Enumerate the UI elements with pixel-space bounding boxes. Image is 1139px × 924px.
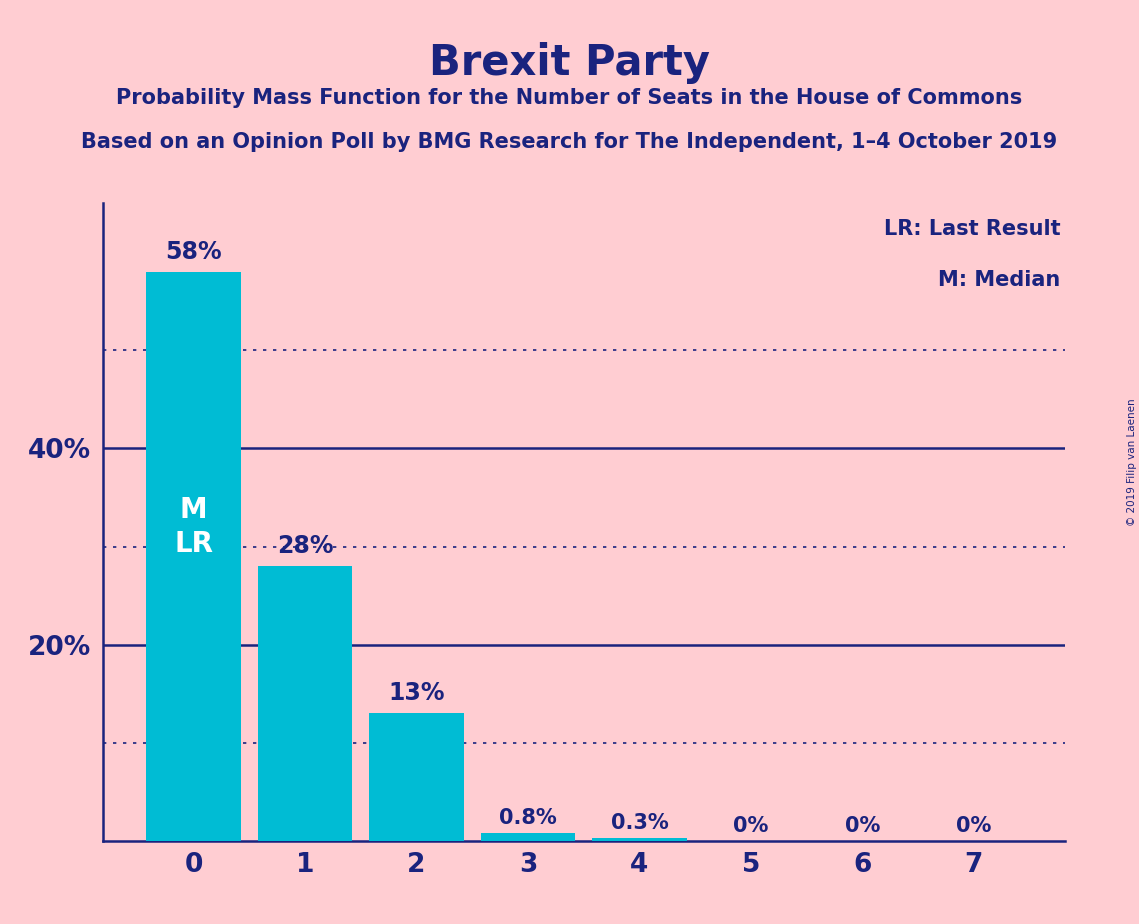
Text: 0%: 0% — [734, 816, 769, 836]
Text: 28%: 28% — [277, 534, 334, 558]
Text: 58%: 58% — [165, 240, 222, 264]
Text: 0.3%: 0.3% — [611, 813, 669, 833]
Bar — [146, 272, 241, 841]
Text: © 2019 Filip van Laenen: © 2019 Filip van Laenen — [1126, 398, 1137, 526]
Text: 13%: 13% — [388, 682, 445, 706]
Text: Based on an Opinion Poll by BMG Research for The Independent, 1–4 October 2019: Based on an Opinion Poll by BMG Research… — [81, 132, 1058, 152]
Bar — [257, 566, 352, 841]
Text: 0.8%: 0.8% — [499, 808, 557, 828]
Text: 0%: 0% — [845, 816, 880, 836]
Bar — [592, 838, 687, 841]
Bar — [369, 713, 464, 841]
Bar — [481, 833, 575, 841]
Text: M
LR: M LR — [174, 495, 213, 558]
Text: LR: Last Result: LR: Last Result — [884, 219, 1060, 239]
Text: M: Median: M: Median — [937, 270, 1060, 290]
Text: Brexit Party: Brexit Party — [429, 42, 710, 83]
Text: 0%: 0% — [956, 816, 992, 836]
Text: Probability Mass Function for the Number of Seats in the House of Commons: Probability Mass Function for the Number… — [116, 88, 1023, 108]
